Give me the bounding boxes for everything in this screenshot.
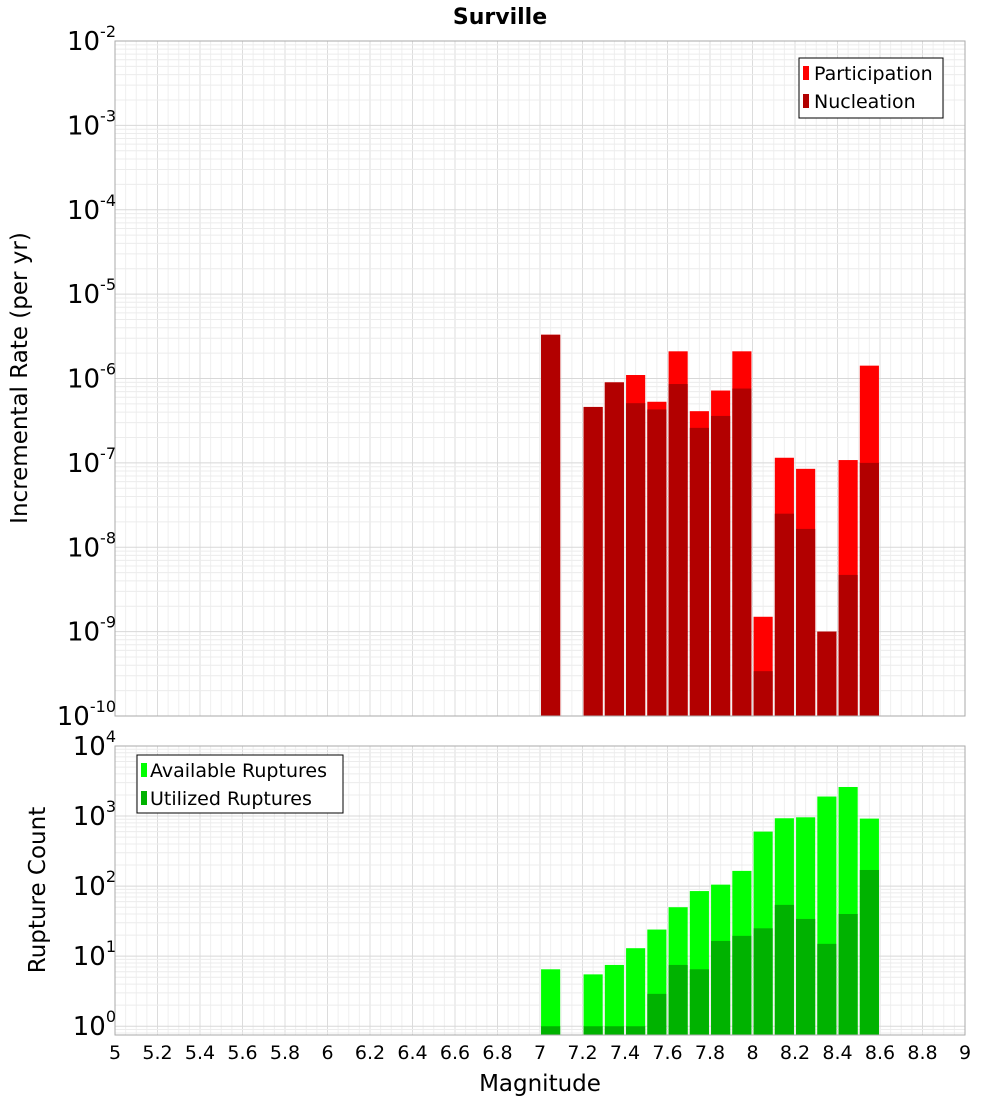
y-tick-label: 10-9	[67, 613, 116, 648]
count-bar-b	[817, 943, 837, 1035]
rate-bar-b	[774, 513, 794, 716]
rate-bar-b	[732, 388, 752, 716]
count-bar-b	[774, 904, 794, 1035]
x-tick-label: 6.8	[482, 1042, 512, 1064]
rate-bar-b	[583, 406, 603, 716]
rate-bar-b	[838, 574, 858, 716]
count-bar-b	[732, 935, 752, 1035]
count-bar-b	[711, 940, 731, 1035]
count-bar-b	[647, 993, 667, 1035]
count-bar-a	[604, 964, 624, 1035]
bottom-y-ticks: 100 101 102 103 104	[73, 727, 116, 1042]
top-legend: Participation Nucleation	[798, 57, 944, 119]
y-tick-label: 104	[73, 727, 116, 762]
count-bar-b	[753, 928, 773, 1035]
x-tick-label: 6.6	[440, 1042, 470, 1064]
nucleation-swatch	[803, 94, 809, 108]
x-tick-label: 5.6	[227, 1042, 257, 1064]
y-tick-label: 10-6	[67, 360, 116, 395]
x-tick-label: 6.2	[355, 1042, 385, 1064]
x-tick-label: 5.4	[185, 1042, 215, 1064]
rate-bar-b	[753, 671, 773, 716]
y-tick-label: 10-2	[67, 22, 116, 57]
rate-bar-b	[796, 528, 816, 716]
count-bar-b	[689, 969, 709, 1035]
x-tick-label: 8.4	[822, 1042, 852, 1064]
rate-bar-b	[668, 384, 688, 716]
legend-utilized-ruptures: Utilized Ruptures	[150, 788, 312, 810]
count-bar-b	[626, 1026, 646, 1035]
y-tick-label: 10-8	[67, 528, 116, 563]
bottom-bars	[541, 786, 879, 1035]
count-bar-a	[541, 969, 561, 1035]
rate-bar-b	[604, 382, 624, 716]
x-tick-label: 6	[321, 1042, 333, 1064]
y-tick-label: 10-3	[67, 106, 116, 141]
bottom-plot-panel: 100 101 102 103 104 5 5.2 5.4 5.6 5.8 6 6.2 6.4 6.6 6…	[73, 727, 971, 1064]
count-bar-b	[541, 1026, 561, 1035]
y-tick-label: 10-4	[67, 191, 116, 226]
x-tick-label: 5	[109, 1042, 121, 1064]
count-bar-b	[838, 914, 858, 1035]
bottom-legend: Available Ruptures Utilized Ruptures	[136, 754, 344, 814]
x-tick-label: 7.4	[610, 1042, 640, 1064]
legend-participation: Participation	[814, 63, 933, 85]
x-tick-label: 6.4	[397, 1042, 427, 1064]
participation-swatch	[803, 66, 809, 80]
x-tick-label: 5.8	[270, 1042, 300, 1064]
top-legend-box	[798, 57, 944, 119]
utilized-swatch	[141, 791, 147, 805]
count-bar-a	[626, 948, 646, 1035]
x-ticks: 5 5.2 5.4 5.6 5.8 6 6.2 6.4 6.6 6.8 7 7.2 7.4 7.6 7.8 8…	[109, 1042, 971, 1064]
x-tick-label: 7.8	[695, 1042, 725, 1064]
bottom-legend-box	[136, 754, 344, 814]
x-tick-label: 8.2	[780, 1042, 810, 1064]
top-y-axis-title: Incremental Rate (per yr)	[7, 232, 33, 524]
rate-bar-b	[859, 462, 879, 716]
count-bar-b	[859, 869, 879, 1035]
legend-available-ruptures: Available Ruptures	[150, 760, 327, 782]
x-tick-label: 8	[746, 1042, 758, 1064]
y-tick-label: 103	[73, 797, 116, 832]
count-bar-b	[796, 918, 816, 1035]
rate-bar-b	[817, 631, 837, 716]
count-bar-b	[604, 1026, 624, 1035]
chart-title: Surville	[453, 5, 547, 30]
x-axis-title: Magnitude	[479, 1071, 601, 1097]
rate-bar-b	[541, 334, 561, 716]
rate-bar-b	[689, 427, 709, 716]
x-tick-label: 7.6	[652, 1042, 682, 1064]
count-bar-b	[583, 1026, 603, 1035]
available-swatch	[141, 763, 147, 777]
x-tick-label: 7	[534, 1042, 546, 1064]
bottom-y-axis-title: Rupture Count	[25, 807, 51, 973]
y-tick-label: 10-7	[67, 444, 116, 479]
top-plot-panel: 10-10 10-9 10-8 10-7 10-6 10-5 10-4 10-3 10-2 Pa…	[57, 22, 966, 732]
legend-nucleation: Nucleation	[814, 91, 916, 113]
x-tick-label: 5.2	[142, 1042, 172, 1064]
y-tick-label: 102	[73, 867, 116, 902]
bottom-plot-frame	[114, 745, 966, 1036]
top-grid	[114, 40, 966, 717]
top-plot-frame	[114, 40, 966, 717]
count-bar-b	[668, 964, 688, 1035]
x-tick-label: 7.2	[567, 1042, 597, 1064]
rate-bar-b	[647, 409, 667, 716]
y-tick-label: 100	[73, 1007, 116, 1042]
x-tick-label: 8.8	[907, 1042, 937, 1064]
top-y-ticks: 10-10 10-9 10-8 10-7 10-6 10-5 10-4 10-3 10-2	[57, 22, 116, 732]
rate-bar-b	[711, 415, 731, 716]
y-tick-label: 10-5	[67, 275, 116, 310]
y-tick-label: 10-10	[57, 697, 116, 732]
top-bars	[541, 334, 879, 716]
rate-bar-b	[626, 403, 646, 716]
x-tick-label: 8.6	[865, 1042, 895, 1064]
y-tick-label: 101	[73, 937, 116, 972]
count-bar-a	[583, 974, 603, 1035]
x-tick-label: 9	[959, 1042, 971, 1064]
